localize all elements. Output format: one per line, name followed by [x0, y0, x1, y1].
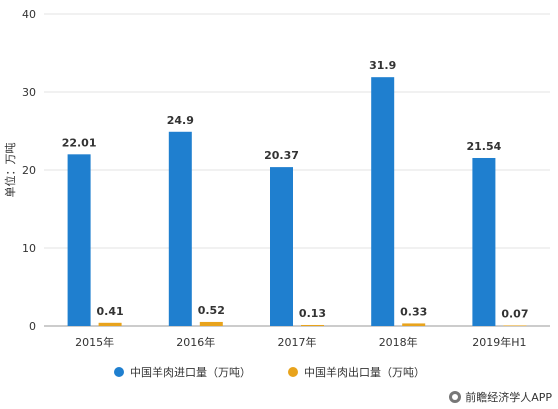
y-tick-label-10: 10 — [22, 242, 36, 255]
data-label-import-0: 22.01 — [62, 136, 97, 149]
bar-import-4 — [472, 157, 496, 326]
legend-export-marker — [288, 367, 298, 377]
data-label-export-1: 0.52 — [198, 304, 225, 317]
source-text: 前瞻经济学人APP — [465, 391, 552, 404]
y-tick-label-30: 30 — [22, 86, 36, 99]
source-footer: 前瞻经济学人APP — [449, 389, 552, 405]
data-label-export-4: 0.07 — [501, 307, 528, 320]
legend-export-label: 中国羊肉出口量（万吨） — [304, 366, 425, 379]
legend-import-label: 中国羊肉进口量（万吨） — [130, 366, 251, 379]
legend: 中国羊肉进口量（万吨） 中国羊肉出口量（万吨） — [0, 364, 558, 384]
data-label-export-2: 0.13 — [299, 307, 326, 320]
legend-item-import[interactable]: 中国羊肉进口量（万吨） — [114, 364, 251, 380]
bar-import-3 — [371, 77, 395, 327]
data-label-import-1: 24.9 — [167, 114, 194, 127]
app-logo-icon — [449, 391, 462, 403]
data-label-export-3: 0.33 — [400, 305, 427, 318]
y-tick-label-40: 40 — [22, 8, 36, 21]
data-label-import-3: 31.9 — [369, 59, 396, 72]
bar-export-3 — [402, 323, 426, 326]
x-tick-label-3: 2018年 — [379, 335, 418, 349]
y-axis-title: 单位：万吨 — [3, 143, 17, 198]
bar-export-1 — [199, 321, 223, 326]
x-tick-label-2: 2017年 — [278, 335, 317, 349]
x-tick-label-4: 2019年H1 — [472, 335, 526, 349]
legend-import-marker — [114, 367, 124, 377]
bar-export-2 — [301, 324, 324, 326]
bar-import-2 — [270, 167, 293, 326]
y-tick-label-0: 0 — [29, 320, 36, 333]
data-label-export-0: 0.41 — [97, 305, 124, 318]
bar-import-0 — [67, 154, 91, 326]
x-tick-label-0: 2015年 — [75, 335, 114, 349]
y-tick-label-20: 20 — [22, 164, 36, 177]
legend-item-export[interactable]: 中国羊肉出口量（万吨） — [288, 364, 425, 380]
bar-export-0 — [98, 322, 122, 326]
data-label-import-4: 21.54 — [467, 140, 502, 153]
bar-import-1 — [168, 131, 192, 326]
x-tick-label-1: 2016年 — [176, 335, 215, 349]
data-label-import-2: 20.37 — [264, 149, 299, 162]
bar-export-4 — [503, 325, 527, 326]
